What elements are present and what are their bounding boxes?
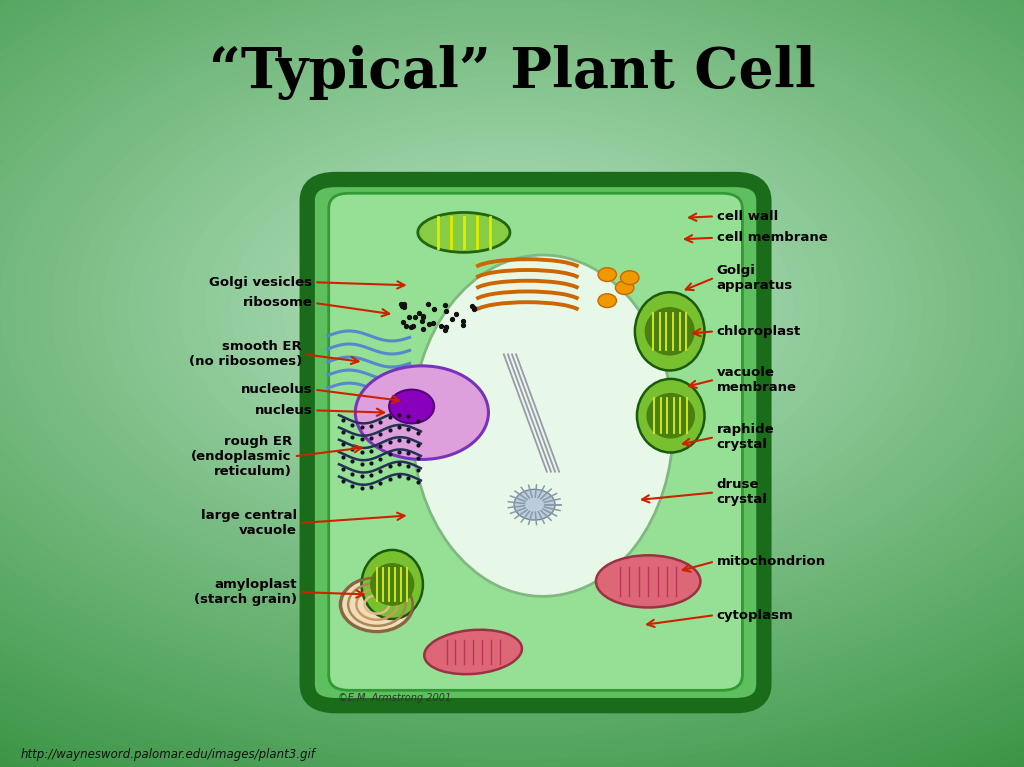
Ellipse shape: [282, 169, 742, 445]
Ellipse shape: [358, 215, 666, 399]
Ellipse shape: [0, 0, 1024, 690]
Text: druse
crystal: druse crystal: [717, 479, 768, 506]
Text: cell wall: cell wall: [717, 210, 778, 222]
Circle shape: [598, 268, 616, 281]
Ellipse shape: [410, 245, 614, 368]
Text: Golgi
apparatus: Golgi apparatus: [717, 264, 793, 291]
Text: amyloplast
(starch grain): amyloplast (starch grain): [194, 578, 297, 606]
Ellipse shape: [0, 0, 1024, 713]
Ellipse shape: [371, 222, 653, 391]
Text: chloroplast: chloroplast: [717, 325, 801, 337]
Ellipse shape: [412, 255, 674, 597]
Ellipse shape: [637, 379, 705, 453]
Ellipse shape: [0, 0, 1024, 667]
Ellipse shape: [0, 0, 1024, 698]
Ellipse shape: [0, 0, 1024, 683]
Text: http://waynesword.palomar.edu/images/plant3.gif: http://waynesword.palomar.edu/images/pla…: [20, 749, 315, 761]
Ellipse shape: [0, 0, 1024, 744]
Ellipse shape: [0, 0, 1024, 675]
Ellipse shape: [166, 100, 858, 514]
Ellipse shape: [0, 0, 1024, 614]
Ellipse shape: [500, 299, 524, 314]
Text: smooth ER
(no ribosomes): smooth ER (no ribosomes): [188, 341, 302, 368]
Ellipse shape: [0, 0, 1024, 637]
Ellipse shape: [370, 563, 415, 606]
Ellipse shape: [256, 153, 768, 460]
Ellipse shape: [295, 176, 729, 437]
Ellipse shape: [346, 207, 678, 407]
Text: rough ER
(endoplasmic
reticulum): rough ER (endoplasmic reticulum): [191, 435, 292, 478]
Circle shape: [389, 390, 434, 423]
Circle shape: [598, 294, 616, 308]
Ellipse shape: [384, 230, 640, 384]
Ellipse shape: [333, 199, 691, 414]
Text: raphide
crystal: raphide crystal: [717, 423, 774, 451]
Circle shape: [615, 281, 634, 295]
FancyBboxPatch shape: [307, 179, 764, 706]
Ellipse shape: [646, 393, 695, 439]
Ellipse shape: [397, 238, 627, 376]
Ellipse shape: [361, 550, 423, 619]
Text: mitochondrion: mitochondrion: [717, 555, 826, 568]
Ellipse shape: [26, 15, 998, 598]
Ellipse shape: [128, 77, 896, 537]
Ellipse shape: [51, 31, 973, 583]
Ellipse shape: [268, 161, 756, 453]
Ellipse shape: [193, 115, 831, 499]
Ellipse shape: [319, 192, 705, 422]
Circle shape: [621, 271, 639, 285]
Ellipse shape: [115, 69, 909, 545]
Ellipse shape: [0, 0, 1024, 621]
Ellipse shape: [63, 38, 961, 575]
Ellipse shape: [473, 284, 551, 330]
Ellipse shape: [0, 0, 1024, 652]
Ellipse shape: [0, 0, 1024, 736]
Ellipse shape: [435, 261, 589, 353]
Text: ©E.M. Armstrong 2001: ©E.M. Armstrong 2001: [338, 693, 451, 703]
Ellipse shape: [422, 253, 602, 360]
Ellipse shape: [218, 130, 807, 483]
FancyBboxPatch shape: [329, 193, 742, 690]
Ellipse shape: [154, 92, 870, 522]
Ellipse shape: [0, 0, 1024, 644]
Ellipse shape: [424, 630, 522, 674]
Ellipse shape: [596, 555, 700, 607]
Ellipse shape: [307, 184, 717, 430]
Ellipse shape: [179, 107, 845, 506]
Ellipse shape: [90, 54, 934, 560]
Text: large central
vacuole: large central vacuole: [201, 509, 297, 537]
Text: “Typical” Plant Cell: “Typical” Plant Cell: [209, 45, 815, 100]
Text: vacuole
membrane: vacuole membrane: [717, 366, 797, 393]
Ellipse shape: [355, 366, 488, 459]
Ellipse shape: [141, 84, 883, 529]
Ellipse shape: [77, 46, 947, 568]
Ellipse shape: [102, 61, 922, 552]
Ellipse shape: [0, 0, 1024, 706]
Text: nucleolus: nucleolus: [241, 384, 312, 396]
Ellipse shape: [486, 291, 538, 322]
Ellipse shape: [635, 292, 705, 370]
Ellipse shape: [0, 0, 1024, 629]
Ellipse shape: [449, 268, 575, 345]
